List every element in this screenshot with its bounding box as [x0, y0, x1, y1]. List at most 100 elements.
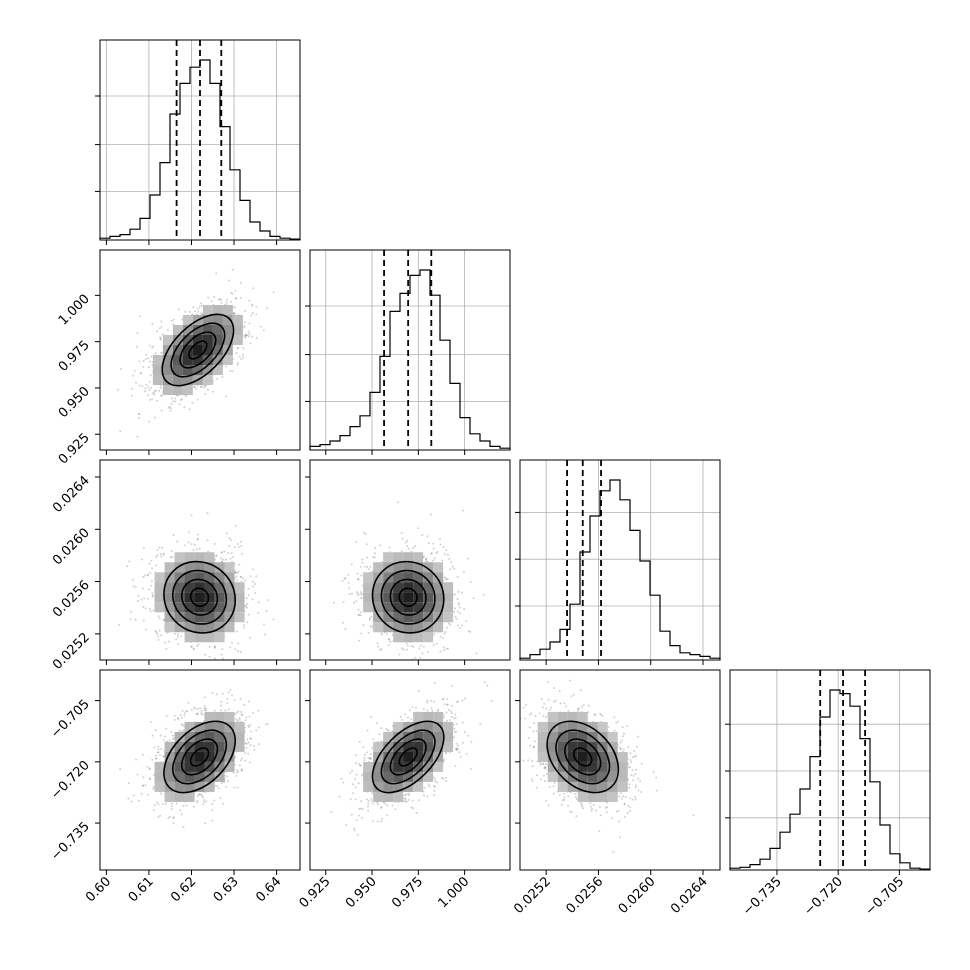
- sample-point: [237, 642, 240, 645]
- sample-point: [198, 305, 201, 308]
- sample-point: [247, 335, 250, 338]
- sample-point: [363, 565, 366, 568]
- density-cell: [174, 731, 185, 742]
- sample-point: [200, 793, 203, 796]
- density-cell: [194, 592, 205, 603]
- sample-point: [237, 770, 240, 773]
- sample-point: [206, 512, 209, 515]
- sample-point: [200, 385, 203, 388]
- sample-point: [203, 696, 206, 699]
- sample-point: [222, 802, 225, 805]
- sample-point: [152, 787, 155, 790]
- sample-point: [249, 737, 252, 740]
- density-cell: [383, 572, 394, 583]
- sample-point: [242, 356, 245, 359]
- density-cell: [184, 552, 195, 563]
- sample-point: [173, 718, 176, 721]
- sample-point: [172, 822, 175, 825]
- sample-point: [247, 724, 250, 727]
- sample-point: [151, 346, 154, 349]
- sample-point: [151, 322, 154, 325]
- sample-point: [193, 706, 196, 709]
- sample-point: [407, 661, 409, 663]
- sample-point: [170, 407, 173, 410]
- sample-point: [141, 784, 144, 787]
- density-cell: [192, 365, 203, 375]
- sample-point: [142, 619, 145, 622]
- sample-point: [217, 787, 220, 790]
- density-cell: [214, 602, 225, 613]
- density-cell: [413, 592, 424, 603]
- sample-point: [365, 543, 368, 546]
- panel-frame: [99, 459, 301, 661]
- density-content: [119, 688, 269, 828]
- sample-point: [215, 272, 218, 275]
- sample-point: [404, 541, 407, 544]
- sample-point: [255, 313, 258, 316]
- sample-point: [407, 547, 410, 550]
- sample-point: [179, 809, 182, 812]
- sample-point: [150, 584, 153, 587]
- sample-point: [400, 550, 403, 553]
- sample-point: [172, 817, 175, 820]
- sample-point: [463, 608, 466, 611]
- density-cell: [433, 582, 444, 593]
- sample-point: [214, 657, 217, 660]
- sample-point: [177, 308, 180, 311]
- sample-point: [146, 597, 149, 600]
- density-cell: [204, 612, 215, 623]
- panel-frame: [99, 39, 301, 241]
- sample-point: [363, 531, 366, 534]
- density-cell: [194, 602, 205, 613]
- sample-point: [147, 588, 150, 591]
- sample-point: [150, 559, 153, 562]
- sample-point: [165, 727, 168, 730]
- sample-point: [158, 617, 161, 620]
- sample-point: [230, 300, 233, 303]
- sample-point: [228, 537, 231, 540]
- sample-point: [153, 803, 156, 806]
- sample-point: [235, 575, 238, 578]
- density-cell: [174, 761, 185, 772]
- density-cell: [152, 365, 163, 375]
- sample-point: [228, 279, 231, 282]
- density-cell: [214, 721, 225, 732]
- density-cell: [224, 751, 235, 762]
- sample-point: [401, 647, 404, 650]
- sample-point: [252, 568, 255, 571]
- sample-point: [221, 648, 224, 651]
- density-cell: [413, 562, 424, 573]
- sample-point: [373, 552, 376, 555]
- sample-point: [144, 607, 147, 610]
- sample-point: [151, 758, 154, 761]
- sample-point: [159, 734, 162, 737]
- sample-point: [424, 559, 427, 562]
- sample-point: [430, 552, 433, 555]
- sample-point: [177, 643, 180, 646]
- x-tick-label: 0.64: [253, 874, 284, 905]
- density-cell: [194, 761, 205, 772]
- sample-point: [262, 623, 265, 626]
- sample-point: [151, 567, 154, 570]
- sample-point: [449, 568, 452, 571]
- density-cell: [224, 711, 235, 722]
- density-cell: [204, 761, 215, 772]
- density-cell: [182, 325, 193, 335]
- sample-point: [369, 757, 372, 760]
- sample-point: [204, 653, 207, 656]
- sample-point: [402, 648, 405, 651]
- sample-point: [167, 406, 170, 409]
- density-cell: [182, 385, 193, 395]
- sample-point: [426, 651, 429, 654]
- sample-point: [236, 363, 239, 366]
- sample-point: [385, 633, 388, 636]
- sample-point: [150, 397, 153, 400]
- sample-point: [157, 748, 160, 751]
- density-cell: [212, 335, 223, 345]
- sample-point: [247, 700, 250, 703]
- density-content: [118, 512, 275, 660]
- sample-point: [359, 614, 362, 617]
- sample-point: [221, 551, 224, 554]
- sample-point: [355, 600, 358, 603]
- density-cell: [403, 562, 414, 573]
